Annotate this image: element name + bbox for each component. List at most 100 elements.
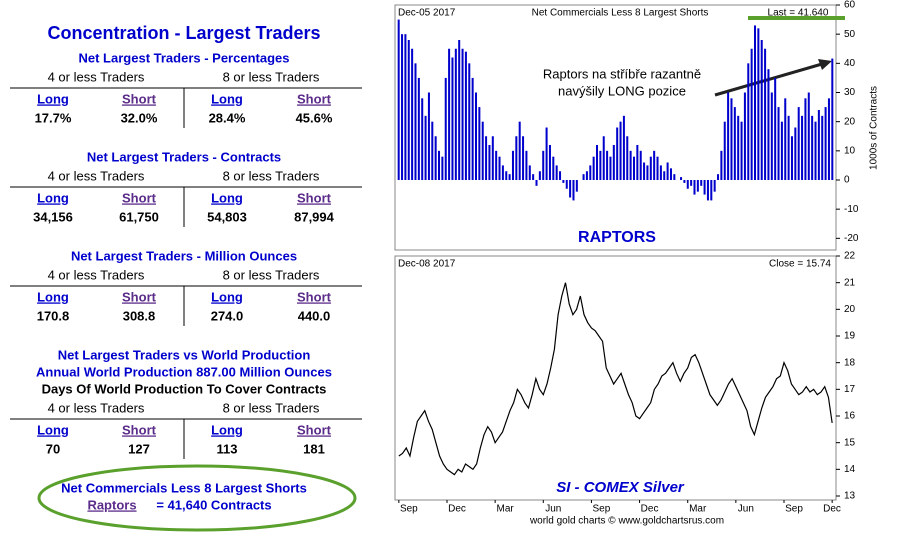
bar [538,171,541,180]
col-header: Short [122,289,157,304]
bar [717,174,720,180]
chart-date: Dec-08 2017 [398,259,456,270]
section-title: Net Largest Traders - Million Ounces [71,248,297,263]
bar [518,121,521,180]
bar [468,63,471,181]
bar [407,40,410,180]
x-tick-label: Mar [689,504,707,515]
cell: 28.4% [209,110,246,125]
bar [663,171,666,180]
col-header: Short [122,190,157,205]
bar [548,145,551,180]
bar [592,156,595,180]
bar [424,115,427,180]
bar [770,92,773,180]
bar [696,180,699,192]
bar [747,63,750,181]
bar [444,77,447,180]
bar [401,34,404,180]
bar [784,98,787,180]
bar [639,150,642,180]
bar [737,115,740,180]
bar [703,180,706,195]
bar [767,69,770,180]
bar [448,48,451,180]
y-tick-label: -20 [844,233,859,244]
bar [528,165,531,180]
bar [632,156,635,180]
y-tick-label: 19 [844,331,856,342]
bar [777,107,780,180]
cell: 54,803 [207,209,247,224]
bar [821,115,824,180]
y-tick-label: 0 [844,175,850,186]
bar [602,136,605,180]
arrow-head [818,59,832,70]
bar [471,77,474,180]
y-tick-label: -10 [844,204,859,215]
bar [753,25,757,180]
section-title: Net Largest Traders vs World Production [58,347,311,362]
bar [498,156,501,180]
bar [411,48,414,180]
bar [811,115,814,180]
bar [780,121,783,180]
bar [461,48,464,180]
bar [669,168,672,180]
bar [505,171,508,180]
bar [656,156,659,180]
col-header: Long [211,422,243,437]
bar [636,145,639,180]
bar [397,19,400,181]
bar [599,150,602,180]
bar [451,57,454,180]
col-header: Long [37,190,69,205]
bar [683,180,686,183]
footer-line: Net Commercials Less 8 Largest Shorts [61,480,307,495]
col-header: Short [297,190,332,205]
cell: 45.6% [296,110,333,125]
panel-title: Concentration - Largest Traders [47,23,320,43]
y-axis-label: 1000s of Contracts [869,86,880,170]
chart-date: Dec-05 2017 [398,8,456,19]
bar [706,180,709,201]
y-tick-label: 10 [844,145,856,156]
close-label: Close = 15.74 [769,259,831,270]
bar [478,107,481,180]
bar [760,40,763,180]
bar [794,127,797,180]
bar [814,121,817,180]
group-label: 4 or less Traders [48,267,145,282]
bar [488,145,491,180]
bar [831,58,834,180]
col-header: Long [37,289,69,304]
section-title: Annual World Production 887.00 Million O… [36,364,332,379]
bar [515,136,518,180]
bar [458,40,461,180]
section-title: Days Of World Production To Cover Contra… [42,381,327,396]
bar [535,180,538,186]
bar [673,174,676,180]
bar [464,51,467,180]
bar [569,180,572,198]
group-label: 4 or less Traders [48,168,145,183]
group-label: 4 or less Traders [48,400,145,415]
bar [495,150,498,180]
bar [757,28,760,181]
bar [565,180,568,189]
bar [525,150,528,180]
top-frame [394,4,837,251]
y-tick-label: 20 [844,304,856,315]
y-tick-label: 50 [844,29,856,40]
bar [559,171,562,180]
col-header: Short [297,91,332,106]
bar [596,145,599,180]
bar [431,121,434,180]
y-tick-label: 15 [844,437,856,448]
bar [666,162,669,180]
bar [743,92,746,180]
bar [700,180,703,186]
bar [686,180,689,189]
footer-link[interactable]: Raptors [87,497,136,512]
